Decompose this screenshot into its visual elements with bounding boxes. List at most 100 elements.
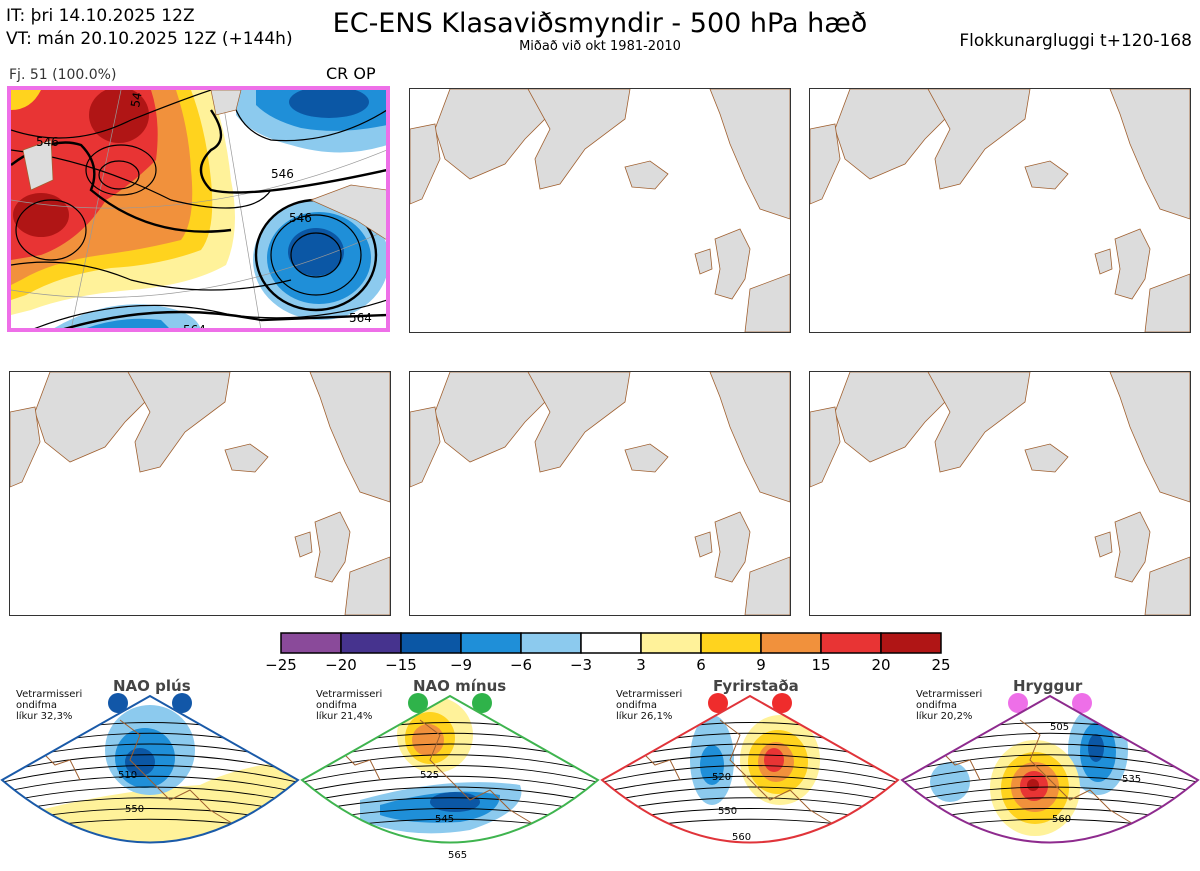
colorbar-swatch — [460, 632, 522, 654]
colorbar-swatch — [280, 632, 342, 654]
land-outline — [694, 248, 713, 275]
land-outline — [810, 123, 841, 205]
land-outline — [127, 372, 231, 473]
cluster-map-6 — [810, 372, 1190, 615]
land-outline — [624, 160, 669, 190]
cluster-panel-4[interactable] — [9, 371, 391, 616]
colorbar-swatch — [400, 632, 462, 654]
regime-fan-map: 505 535 560 — [900, 694, 1200, 844]
regime-marker-dot — [472, 693, 492, 713]
colorbar-tick-label: 15 — [811, 656, 831, 674]
land-outline — [1024, 160, 1069, 190]
regime-marker-dot — [172, 693, 192, 713]
regime-stat-line: líkur 21,4% — [316, 711, 373, 722]
regime-stat-line: líkur 32,3% — [16, 711, 73, 722]
cluster-panel-2[interactable] — [409, 88, 791, 333]
regime-stats: Vetrarmisseri ondifma líkur 21,4% — [316, 689, 382, 722]
land-outline — [624, 443, 669, 473]
colorbar-swatch — [700, 632, 762, 654]
land-outline — [744, 273, 790, 332]
regime-marker-dot — [1008, 693, 1028, 713]
regime-stat-line: ondifma — [16, 700, 57, 711]
regime-marker-dot — [1072, 693, 1092, 713]
colorbar-swatch — [520, 632, 582, 654]
regime-stats: Vetrarmisseri ondifma líkur 26,1% — [616, 689, 682, 722]
page-title: EC-ENS Klasaviðsmyndir - 500 hPa hæð — [332, 8, 868, 39]
regime-stat-line: Vetrarmisseri — [916, 689, 983, 700]
colorbar-swatch — [640, 632, 702, 654]
colorbar-swatch — [580, 632, 642, 654]
regime-stat-line: ondifma — [616, 700, 657, 711]
panel-tag: CR OP — [326, 64, 376, 83]
land-outline — [834, 372, 951, 463]
contour-label: 54 — [128, 91, 144, 108]
regime-title: Hryggur — [1013, 677, 1083, 695]
contour-label: 546 — [271, 167, 294, 181]
regime-marker-dot — [772, 693, 792, 713]
colorbar-tick-label: −9 — [449, 656, 473, 674]
regime-contour-label: 550 — [718, 806, 737, 817]
regime-contour-label: 550 — [125, 804, 144, 815]
land-outline — [694, 531, 713, 558]
land-outline — [1109, 89, 1190, 220]
cluster-panel-3[interactable] — [809, 88, 1191, 333]
cluster-panel-5[interactable] — [409, 371, 791, 616]
land-outline — [1114, 228, 1151, 300]
contour-label: 564 — [183, 323, 206, 330]
land-outline — [527, 372, 631, 473]
land-outline — [1094, 248, 1113, 275]
regime-title: Fyrirstaða — [713, 677, 799, 695]
classification-window: Flokkunargluggi t+120-168 — [959, 31, 1192, 51]
regime-contour-label: 560 — [732, 832, 751, 843]
land-outline — [410, 406, 441, 488]
land-outline — [709, 372, 790, 503]
colorbar-tick-label: 6 — [696, 656, 706, 674]
cluster-panel-1[interactable]: 546 546 546 564 564 54 — [7, 86, 390, 332]
land-outline — [1094, 531, 1113, 558]
cluster-map-3 — [810, 89, 1190, 332]
regime-title: NAO plús — [113, 677, 191, 695]
contour-label: 546 — [36, 135, 59, 149]
land-outline — [10, 406, 41, 488]
land-outline — [1024, 443, 1069, 473]
colorbar-swatch — [760, 632, 822, 654]
land-outline — [1114, 511, 1151, 583]
land-outline — [927, 372, 1031, 473]
land-outline — [1109, 372, 1190, 503]
land-outline — [309, 372, 390, 503]
page-subtitle: Miðað við okt 1981-2010 — [519, 39, 681, 54]
land-outline — [527, 89, 631, 190]
colorbar-tick-label: 20 — [871, 656, 891, 674]
land-outline — [224, 443, 269, 473]
regime-marker-dot — [408, 693, 428, 713]
cluster-panel-6[interactable] — [809, 371, 1191, 616]
regime-contour-label: 535 — [1122, 774, 1141, 785]
regime-fan-map: 525 545 565 — [300, 694, 600, 861]
land-outline — [714, 511, 751, 583]
land-outline — [434, 89, 551, 180]
land-outline — [714, 228, 751, 300]
regime-title: NAO mínus — [413, 677, 507, 695]
colorbar-tick-label: 9 — [756, 656, 766, 674]
regime-stats: Vetrarmisseri ondifma líkur 32,3% — [16, 689, 82, 722]
land-outline — [709, 89, 790, 220]
regime-marker-dot — [108, 693, 128, 713]
colorbar — [280, 632, 942, 654]
colorbar-tick-label: −6 — [509, 656, 533, 674]
land-outline — [294, 531, 313, 558]
contour-label: 564 — [349, 311, 372, 325]
regime-stat-line: ondifma — [316, 700, 357, 711]
colorbar-swatch — [820, 632, 882, 654]
land-outline — [1144, 273, 1190, 332]
land-outline — [927, 89, 1031, 190]
land-outline — [810, 406, 841, 488]
contour-label: 546 — [289, 211, 312, 225]
land-outline — [834, 89, 951, 180]
regime-contour-label: 560 — [1052, 814, 1071, 825]
regime-stat-line: ondifma — [916, 700, 957, 711]
colorbar-tick-label: 3 — [636, 656, 646, 674]
land-outline — [1144, 556, 1190, 615]
regime-contour-label: 510 — [118, 770, 137, 781]
colorbar-tick-label: −25 — [265, 656, 297, 674]
colorbar-tick-label: −15 — [385, 656, 417, 674]
